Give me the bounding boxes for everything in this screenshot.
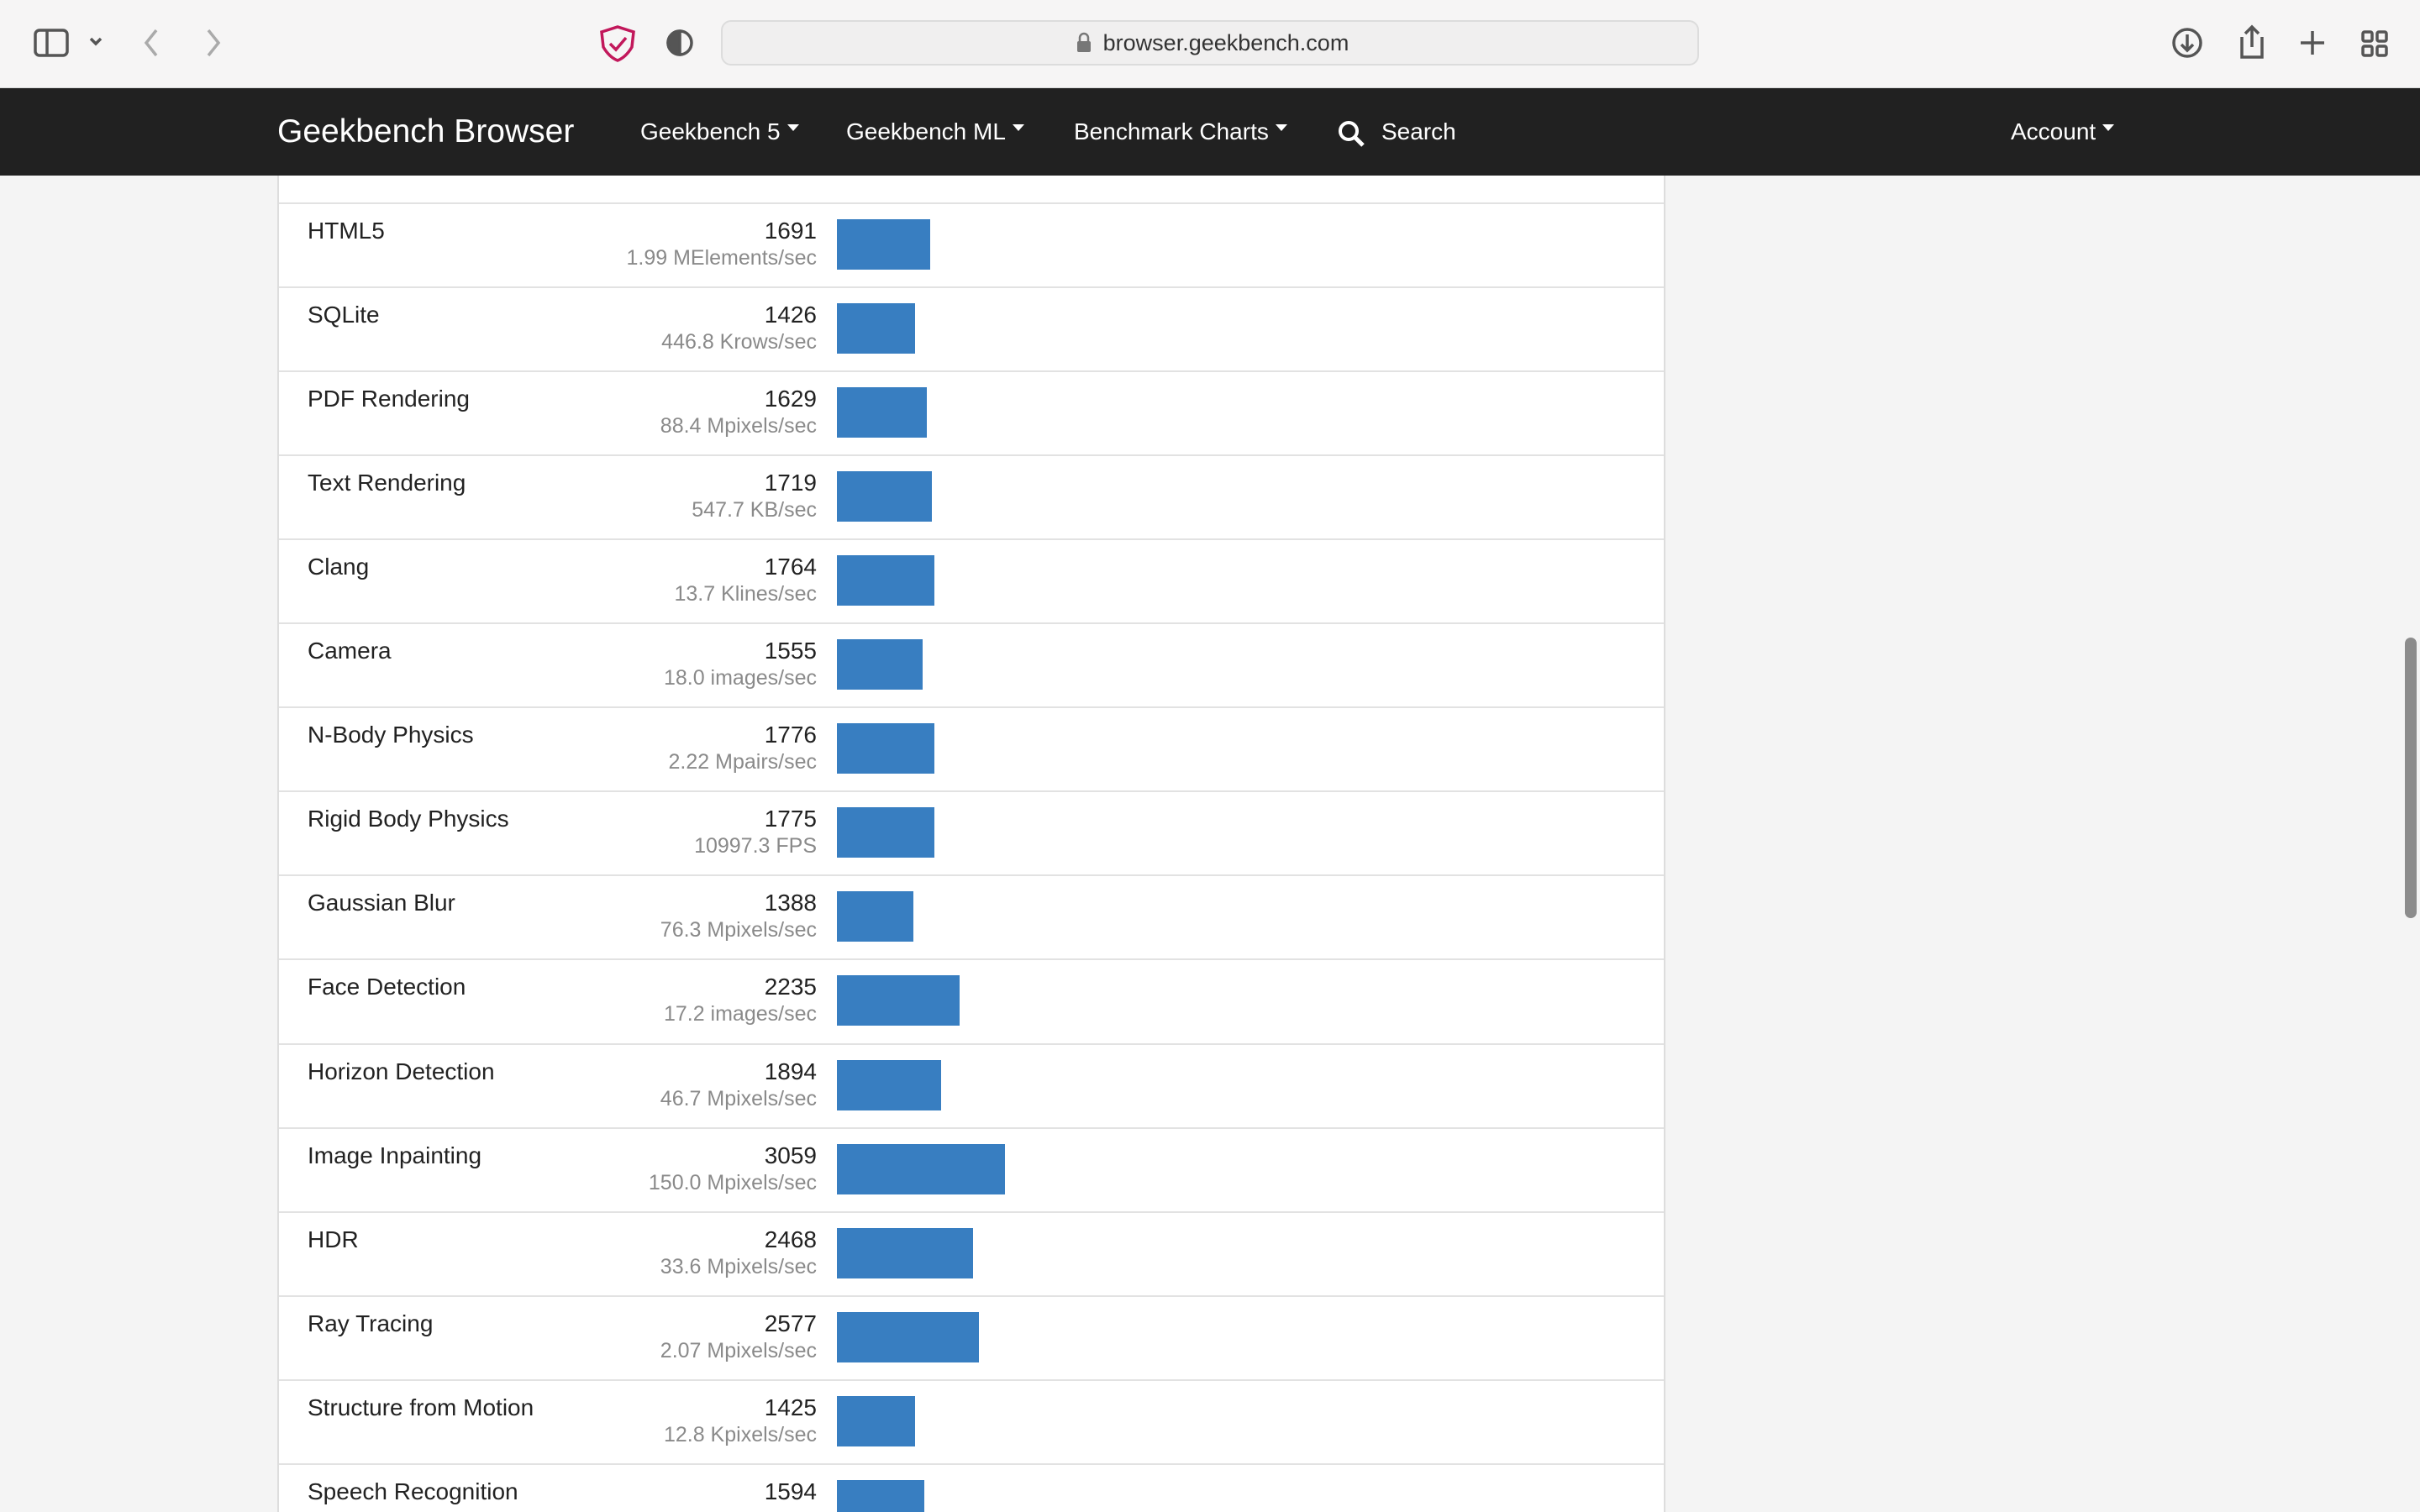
benchmark-row: Face Detection 2235 17.2 images/sec xyxy=(279,958,1664,1044)
toolbar-icons xyxy=(34,24,2388,62)
benchmark-name: PDF Rendering xyxy=(308,386,470,412)
benchmark-name: Ray Tracing xyxy=(308,1310,434,1336)
benchmark-rate: 10997.3 FPS xyxy=(694,834,817,858)
url-text: browser.geekbench.com xyxy=(1102,29,1349,55)
benchmark-row: Structure from Motion 1425 12.8 Kpixels/se… xyxy=(279,1378,1664,1465)
benchmark-row: N-Body Physics 1776 2.22 Mpairs/sec xyxy=(279,706,1664,792)
benchmark-score: 1426 xyxy=(764,302,817,328)
benchmark-score: 2235 xyxy=(764,974,817,1000)
benchmark-name: Structure from Motion xyxy=(308,1394,534,1420)
score-bar xyxy=(837,471,932,522)
benchmark-name: Speech Recognition xyxy=(308,1478,518,1504)
benchmark-rate: 18.0 images/sec xyxy=(663,666,817,690)
benchmark-score: 1691 xyxy=(764,218,817,244)
benchmark-score: 1629 xyxy=(764,386,817,412)
benchmark-rate: 2.22 Mpairs/sec xyxy=(668,750,817,774)
benchmark-name: Image Inpainting xyxy=(308,1142,482,1168)
benchmark-rate: 12.8 Kpixels/sec xyxy=(663,1422,817,1446)
benchmark-rate: 17.2 images/sec xyxy=(663,1002,817,1026)
benchmark-name: Gaussian Blur xyxy=(308,890,455,916)
score-bar xyxy=(837,1311,979,1362)
benchmark-score: 1425 xyxy=(764,1394,817,1420)
benchmark-rate: 13.7 Klines/sec xyxy=(674,582,817,606)
score-bar xyxy=(837,807,935,858)
benchmark-score: 3059 xyxy=(764,1142,817,1168)
benchmark-score: 1594 xyxy=(764,1478,817,1504)
score-bar xyxy=(837,639,923,690)
sidebar-icon[interactable] xyxy=(34,29,69,57)
benchmark-name: Horizon Detection xyxy=(308,1058,495,1084)
navbar: Geekbench Browser Geekbench 5 Geekbench … xyxy=(0,88,2420,176)
benchmark-name: Face Detection xyxy=(308,974,466,1000)
score-bar xyxy=(837,891,913,942)
benchmark-name: HTML5 xyxy=(308,218,385,244)
nav-search[interactable]: Search xyxy=(1381,118,1456,144)
score-bar xyxy=(837,303,916,354)
score-bar xyxy=(837,723,935,774)
benchmark-rate: 547.7 KB/sec xyxy=(692,498,817,522)
benchmark-name: Text Rendering xyxy=(308,470,466,496)
benchmark-rate: 1.99 MElements/sec xyxy=(626,246,818,270)
score-bar xyxy=(837,975,960,1026)
score-bar xyxy=(837,1059,942,1110)
benchmark-rate: 33.6 Mpixels/sec xyxy=(660,1254,817,1278)
benchmark-score: 1775 xyxy=(764,806,817,832)
benchmark-row: Camera 1555 18.0 images/sec xyxy=(279,622,1664,708)
benchmark-rate: 150.0 Mpixels/sec xyxy=(648,1170,817,1194)
benchmark-row: PDF Rendering 1629 88.4 Mpixels/sec xyxy=(279,370,1664,456)
benchmark-row: Gaussian Blur 1388 76.3 Mpixels/sec xyxy=(279,874,1664,960)
benchmark-name: Clang xyxy=(308,554,370,580)
benchmark-score: 1894 xyxy=(764,1058,817,1084)
scrollbar[interactable] xyxy=(2405,638,2417,918)
score-bar xyxy=(837,1143,1006,1194)
brand[interactable]: Geekbench Browser xyxy=(277,113,575,150)
benchmark-rate: 2.07 Mpixels/sec xyxy=(660,1338,817,1362)
benchmark-score: 1764 xyxy=(764,554,817,580)
benchmark-score: 1719 xyxy=(764,470,817,496)
benchmark-table: HTML5 1691 1.99 MElements/sec SQLite 1426 446… xyxy=(277,126,1665,1512)
benchmark-row: Ray Tracing 2577 2.07 Mpixels/sec xyxy=(279,1294,1664,1381)
benchmark-row: Speech Recognition 1594 xyxy=(279,1462,1664,1512)
benchmark-row: Clang 1764 13.7 Klines/sec xyxy=(279,538,1664,624)
benchmark-row: HTML5 1691 1.99 MElements/sec xyxy=(279,202,1664,288)
nav-menu[interactable]: Benchmark Charts xyxy=(1074,88,1287,176)
benchmark-rate: 446.8 Krows/sec xyxy=(661,330,817,354)
benchmark-score: 1555 xyxy=(764,638,817,664)
benchmark-row: HDR 2468 33.6 Mpixels/sec xyxy=(279,1210,1664,1297)
score-bar xyxy=(837,1227,973,1278)
benchmark-row: Horizon Detection 1894 46.7 Mpixels/sec xyxy=(279,1042,1664,1129)
nav-menu[interactable]: Geekbench ML xyxy=(846,88,1024,176)
benchmark-score: 2468 xyxy=(764,1226,817,1252)
benchmark-score: 2577 xyxy=(764,1310,817,1336)
benchmark-row: Text Rendering 1719 547.7 KB/sec xyxy=(279,454,1664,540)
score-bar xyxy=(837,387,927,438)
benchmark-name: SQLite xyxy=(308,302,380,328)
benchmark-rate: 88.4 Mpixels/sec xyxy=(660,414,817,438)
lock-icon xyxy=(1076,32,1091,52)
score-bar xyxy=(837,1479,925,1512)
score-bar xyxy=(837,555,934,606)
benchmark-score: 1776 xyxy=(764,722,817,748)
browser-toolbar: browser.geekbench.com xyxy=(0,0,2420,88)
benchmark-rate: 46.7 Mpixels/sec xyxy=(660,1086,817,1110)
address-bar[interactable]: browser.geekbench.com xyxy=(721,20,1699,66)
benchmark-name: Camera xyxy=(308,638,392,664)
nav-menu[interactable]: Geekbench 5 xyxy=(640,88,799,176)
score-bar xyxy=(837,219,930,270)
benchmark-rate: 76.3 Mpixels/sec xyxy=(660,918,817,942)
benchmark-row: SQLite 1426 446.8 Krows/sec xyxy=(279,286,1664,372)
search-icon xyxy=(1339,121,1365,147)
benchmark-name: Rigid Body Physics xyxy=(308,806,509,832)
benchmark-row: Rigid Body Physics 1775 10997.3 FPS xyxy=(279,790,1664,876)
score-bar xyxy=(837,1395,916,1446)
nav-account[interactable]: Account xyxy=(2011,88,2114,176)
benchmark-row: Image Inpainting 3059 150.0 Mpixels/sec xyxy=(279,1126,1664,1213)
benchmark-score: 1388 xyxy=(764,890,817,916)
benchmark-name: N-Body Physics xyxy=(308,722,474,748)
benchmark-name: HDR xyxy=(308,1226,359,1252)
